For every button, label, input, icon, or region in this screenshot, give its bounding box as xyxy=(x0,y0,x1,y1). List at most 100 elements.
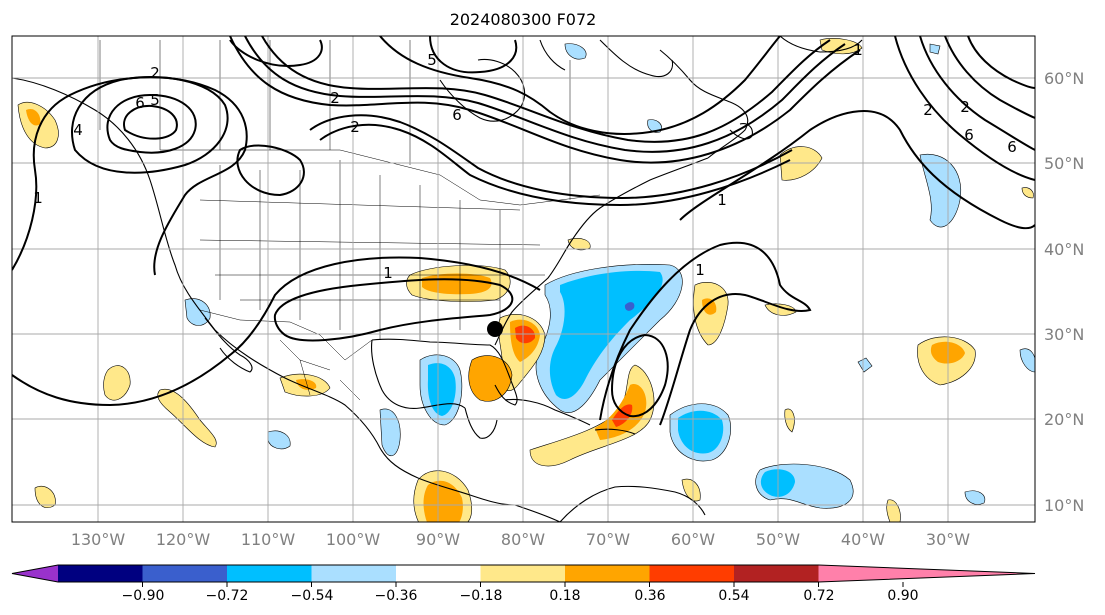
contour-label: 1 xyxy=(383,264,393,282)
lat-label: 20°N xyxy=(1044,410,1084,429)
coast-east-us xyxy=(494,157,709,346)
contour-eastern-2 xyxy=(894,36,1035,181)
colorbar-segment xyxy=(311,565,397,582)
neg-anomaly-small-3 xyxy=(647,119,662,133)
contour-alaska-low-core xyxy=(123,104,178,140)
contour-gulf-loop xyxy=(229,39,323,67)
colorbar-label: −0.72 xyxy=(206,588,249,604)
lat-label: 10°N xyxy=(1044,496,1084,515)
colorbar-labels: −0.90 −0.72 −0.54 −0.36 −0.18 0.18 0.36 … xyxy=(122,588,919,604)
colorbar-label: −0.18 xyxy=(460,588,503,604)
contour-eastern-1 xyxy=(679,110,1035,230)
contour-ellipse-w xyxy=(236,144,305,197)
neg-anomaly-pacific xyxy=(184,298,211,326)
neg-anomaly-small-7 xyxy=(929,43,941,55)
pos-anomaly-alaska-core xyxy=(26,108,41,126)
lon-label: 110°W xyxy=(241,530,296,549)
pos-anomaly-caribbean-peak xyxy=(612,404,633,427)
gridlines xyxy=(12,36,1035,522)
lon-label: 80°W xyxy=(501,530,545,549)
contour-jet-3 xyxy=(261,36,831,143)
contour-lines xyxy=(12,36,1035,426)
contour-alaska-low-inner xyxy=(106,93,197,154)
contour-jet-1 xyxy=(229,36,861,164)
colorbar-segment xyxy=(480,565,566,582)
neg-anomaly-small-2 xyxy=(564,43,587,60)
contour-label: 1 xyxy=(717,191,727,209)
lon-label: 100°W xyxy=(326,530,381,549)
colorbar-label: 0.54 xyxy=(718,588,749,604)
contour-alaska-low-outer xyxy=(71,76,229,174)
colorbar-label: −0.90 xyxy=(122,588,165,604)
pos-anomaly-atlantic-north xyxy=(779,146,823,181)
coast-arctic-islands xyxy=(539,39,674,78)
colorbar-segment xyxy=(142,565,228,582)
contour-label: 2 xyxy=(960,98,970,116)
contour-label: 1 xyxy=(695,261,705,279)
lon-label: 30°W xyxy=(926,530,970,549)
coast-gulf-mexico xyxy=(371,338,518,409)
pos-anomaly-lesser-antilles xyxy=(681,478,701,502)
map-frame xyxy=(11,35,1036,523)
colorbar xyxy=(11,564,1036,587)
lon-label: 50°W xyxy=(756,530,800,549)
pos-anomaly-pacific-1 xyxy=(157,388,217,448)
colorbar-segment xyxy=(649,565,735,582)
lon-label: 60°W xyxy=(671,530,715,549)
lat-label: 40°N xyxy=(1044,240,1084,259)
coast-baja xyxy=(204,317,253,373)
neg-anomaly-atlantic-core xyxy=(549,270,663,399)
colorbar-label: −0.36 xyxy=(375,588,418,604)
contour-label: 2 xyxy=(150,64,160,82)
coast-central-america xyxy=(417,477,561,522)
pos-anomaly-us-southeast-core xyxy=(422,273,492,295)
map-area: 2 5 6 4 2 1 1 1 1 1 2 5 6 2 6 2 6 xyxy=(12,36,1035,522)
colorbar-segment xyxy=(227,565,312,582)
colorbar-label: 0.18 xyxy=(549,588,580,604)
contour-label: 2 xyxy=(923,101,933,119)
pos-anomaly-caribbean xyxy=(529,364,655,467)
colorbar-label: 0.90 xyxy=(887,588,918,604)
lat-label: 60°N xyxy=(1044,69,1084,88)
contour-label: 2 xyxy=(330,89,340,107)
contour-label: 2 xyxy=(350,118,360,136)
contour-jet-5 xyxy=(319,123,791,207)
colorbar-segment xyxy=(565,565,650,582)
pos-anomaly-east-small-2 xyxy=(784,408,795,433)
colorbar-segment xyxy=(734,565,819,582)
lon-label: 130°W xyxy=(71,530,126,549)
contour-label-group: 2 5 6 4 2 1 1 1 1 1 2 5 6 2 6 2 6 xyxy=(33,41,1017,282)
lat-label: 30°N xyxy=(1044,325,1084,344)
contour-label: 6 xyxy=(452,106,462,124)
contour-label: 5 xyxy=(427,51,437,69)
coast-yucatan xyxy=(464,407,498,439)
neg-anomaly-small-1 xyxy=(267,430,291,450)
map-title: 2024080300 F072 xyxy=(450,10,597,29)
contour-label: 4 xyxy=(73,121,83,139)
contour-label: 1 xyxy=(33,189,43,207)
colorbar-label: −0.54 xyxy=(291,588,334,604)
lon-label: 90°W xyxy=(416,530,460,549)
contour-eastern-5 xyxy=(967,36,1035,89)
contour-label: 6 xyxy=(135,94,145,112)
colorbar-extend-min xyxy=(12,565,58,582)
pos-anomaly-mexico-pacific-core xyxy=(423,480,463,522)
lon-label: 40°W xyxy=(841,530,885,549)
neg-anomaly-central-am xyxy=(379,408,401,456)
lat-labels: 60°N 50°N 40°N 30°N 20°N 10°N xyxy=(1044,69,1084,515)
neg-anomaly-gulf-core xyxy=(427,363,456,416)
coast-cuba xyxy=(504,398,591,426)
pos-anomaly-east-small-1 xyxy=(764,303,797,316)
contour-jet-4 xyxy=(379,36,781,135)
coast-canada-east xyxy=(659,49,749,159)
pos-anomaly-pacific-2 xyxy=(103,365,131,401)
pos-anomaly-gulf-east xyxy=(468,355,513,402)
lon-label: 120°W xyxy=(156,530,211,549)
lat-label: 50°N xyxy=(1044,154,1084,173)
neg-anomaly-small-5 xyxy=(1019,348,1035,373)
contour-atlantic-low xyxy=(610,333,669,418)
neg-anomaly-caribbean-core xyxy=(678,410,724,454)
colorbar-extend-max xyxy=(818,565,1035,582)
mexico-states xyxy=(279,339,361,401)
